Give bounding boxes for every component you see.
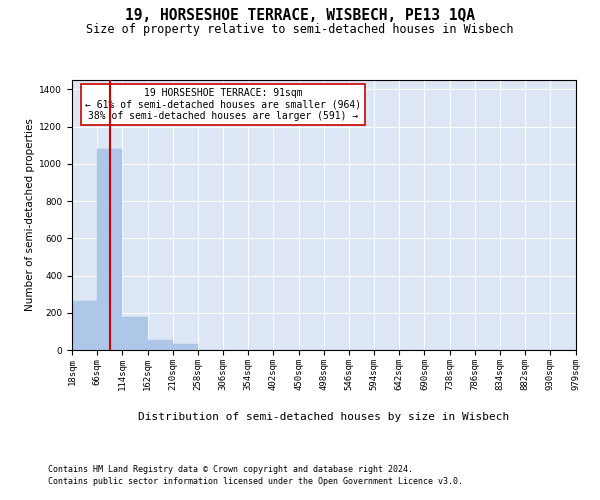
Bar [97,149,122,350]
Bar [72,300,97,350]
Text: Contains HM Land Registry data © Crown copyright and database right 2024.: Contains HM Land Registry data © Crown c… [48,465,413,474]
Text: Contains public sector information licensed under the Open Government Licence v3: Contains public sector information licen… [48,478,463,486]
Y-axis label: Number of semi-detached properties: Number of semi-detached properties [25,118,35,312]
Text: Size of property relative to semi-detached houses in Wisbech: Size of property relative to semi-detach… [86,22,514,36]
Text: 19 HORSESHOE TERRACE: 91sqm
← 61% of semi-detached houses are smaller (964)
38% : 19 HORSESHOE TERRACE: 91sqm ← 61% of sem… [85,88,361,122]
Text: Distribution of semi-detached houses by size in Wisbech: Distribution of semi-detached houses by … [139,412,509,422]
Bar [173,344,198,350]
Bar [148,340,173,350]
Text: 19, HORSESHOE TERRACE, WISBECH, PE13 1QA: 19, HORSESHOE TERRACE, WISBECH, PE13 1QA [125,8,475,22]
Bar [122,318,148,350]
